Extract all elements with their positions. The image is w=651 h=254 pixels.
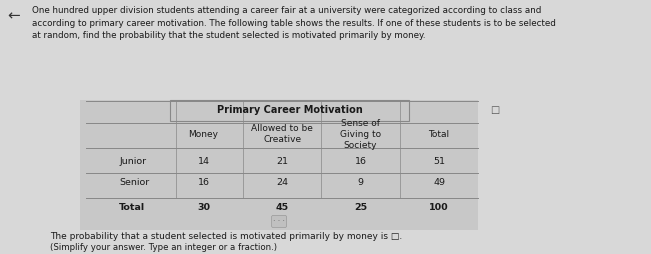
Text: Total: Total (119, 203, 145, 212)
Text: 9: 9 (357, 178, 363, 187)
Text: 21: 21 (276, 157, 288, 166)
Text: □: □ (490, 105, 499, 115)
Text: 45: 45 (275, 203, 288, 212)
Text: 16: 16 (198, 178, 210, 187)
Text: 14: 14 (198, 157, 210, 166)
Text: 25: 25 (354, 203, 367, 212)
FancyBboxPatch shape (171, 100, 409, 121)
Text: Sense of
Giving to
Society: Sense of Giving to Society (340, 119, 381, 150)
Text: One hundred upper division students attending a career fair at a university were: One hundred upper division students atte… (31, 6, 555, 40)
Text: Total: Total (428, 130, 450, 139)
Text: ←: ← (7, 9, 20, 24)
Text: · · ·: · · · (273, 217, 285, 226)
Text: 49: 49 (433, 178, 445, 187)
Text: Junior: Junior (119, 157, 146, 166)
Text: Primary Career Motivation: Primary Career Motivation (217, 105, 363, 115)
Text: 51: 51 (433, 157, 445, 166)
Text: 24: 24 (276, 178, 288, 187)
Text: The probability that a student selected is motivated primarily by money is □.: The probability that a student selected … (49, 232, 402, 241)
Text: 30: 30 (197, 203, 210, 212)
FancyBboxPatch shape (80, 100, 478, 230)
Text: Allowed to be
Creative: Allowed to be Creative (251, 124, 313, 145)
Text: Senior: Senior (119, 178, 149, 187)
Text: 16: 16 (355, 157, 367, 166)
Text: 100: 100 (429, 203, 449, 212)
Text: (Simplify your answer. Type an integer or a fraction.): (Simplify your answer. Type an integer o… (49, 243, 277, 252)
Text: Money: Money (189, 130, 219, 139)
